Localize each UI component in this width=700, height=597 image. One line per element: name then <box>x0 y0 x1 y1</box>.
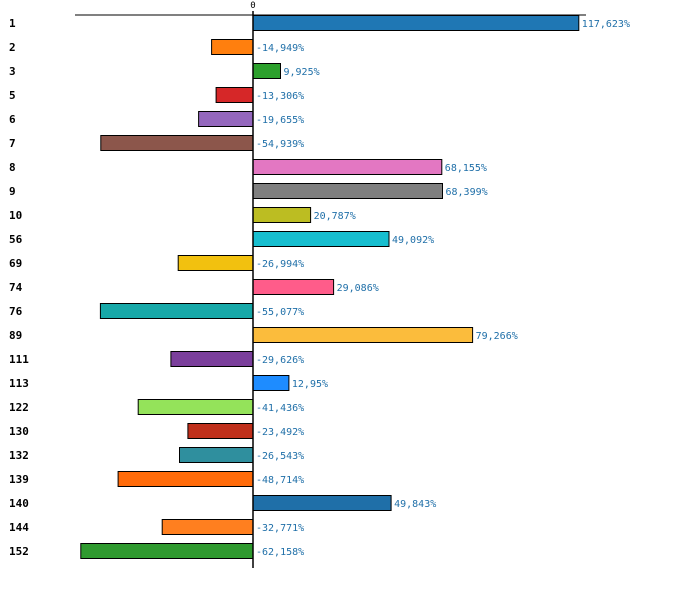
bar-8 <box>252 159 443 175</box>
bar-113 <box>252 375 290 391</box>
bar-111 <box>170 351 254 367</box>
value-label-144: -32,771% <box>256 523 304 534</box>
category-label-2: 2 <box>9 41 16 54</box>
category-label-7: 7 <box>9 137 16 150</box>
value-label-5: -13,306% <box>256 91 304 102</box>
zero-tick-label: 0 <box>250 1 255 11</box>
bar-89 <box>252 327 474 343</box>
category-label-76: 76 <box>9 305 23 318</box>
bar-122 <box>137 399 254 415</box>
value-label-2: -14,949% <box>256 43 304 54</box>
category-label-8: 8 <box>9 161 16 174</box>
bar-7 <box>100 135 254 151</box>
bar-140 <box>252 495 392 511</box>
value-label-130: -23,492% <box>256 427 304 438</box>
value-label-152: -62,158% <box>256 547 304 558</box>
bar-152 <box>80 543 254 559</box>
category-label-56: 56 <box>9 233 23 246</box>
bar-144 <box>161 519 254 535</box>
category-label-140: 140 <box>9 497 29 510</box>
bar-130 <box>187 423 254 439</box>
category-label-9: 9 <box>9 185 16 198</box>
value-label-113: 12,95% <box>292 379 328 390</box>
category-label-6: 6 <box>9 113 16 126</box>
category-label-132: 132 <box>9 449 29 462</box>
bar-132 <box>179 447 254 463</box>
category-label-144: 144 <box>9 521 29 534</box>
bar-56 <box>252 231 390 247</box>
bar-10 <box>252 207 312 223</box>
category-label-122: 122 <box>9 401 29 414</box>
value-label-69: -26,994% <box>256 259 304 270</box>
bar-9 <box>252 183 443 199</box>
value-label-8: 68,155% <box>445 163 487 174</box>
value-label-132: -26,543% <box>256 451 304 462</box>
category-label-74: 74 <box>9 281 23 294</box>
value-label-9: 68,399% <box>446 187 488 198</box>
value-label-6: -19,655% <box>256 115 304 126</box>
bar-69 <box>177 255 254 271</box>
value-label-1: 117,623% <box>582 19 630 30</box>
value-label-140: 49,843% <box>394 499 436 510</box>
bar-74 <box>252 279 335 295</box>
category-label-139: 139 <box>9 473 29 486</box>
category-label-152: 152 <box>9 545 29 558</box>
value-label-3: 9,925% <box>284 67 320 78</box>
category-label-89: 89 <box>9 329 22 342</box>
bar-2 <box>211 39 254 55</box>
bar-3 <box>252 63 281 79</box>
value-label-56: 49,092% <box>392 235 434 246</box>
value-label-139: -48,714% <box>256 475 304 486</box>
value-label-74: 29,086% <box>337 283 379 294</box>
category-label-69: 69 <box>9 257 22 270</box>
bar-76 <box>99 303 254 319</box>
category-label-10: 10 <box>9 209 22 222</box>
category-label-111: 111 <box>9 353 29 366</box>
category-label-1: 1 <box>9 17 16 30</box>
value-label-122: -41,436% <box>256 403 304 414</box>
bar-1 <box>252 15 580 31</box>
value-label-111: -29,626% <box>256 355 304 366</box>
bar-5 <box>215 87 254 103</box>
category-label-5: 5 <box>9 89 16 102</box>
value-label-89: 79,266% <box>476 331 518 342</box>
category-label-113: 113 <box>9 377 29 390</box>
bar-6 <box>198 111 254 127</box>
bar-139 <box>117 471 254 487</box>
category-label-3: 3 <box>9 65 16 78</box>
value-label-76: -55,077% <box>256 307 304 318</box>
value-label-7: -54,939% <box>256 139 304 150</box>
category-label-130: 130 <box>9 425 29 438</box>
value-label-10: 20,787% <box>314 211 356 222</box>
